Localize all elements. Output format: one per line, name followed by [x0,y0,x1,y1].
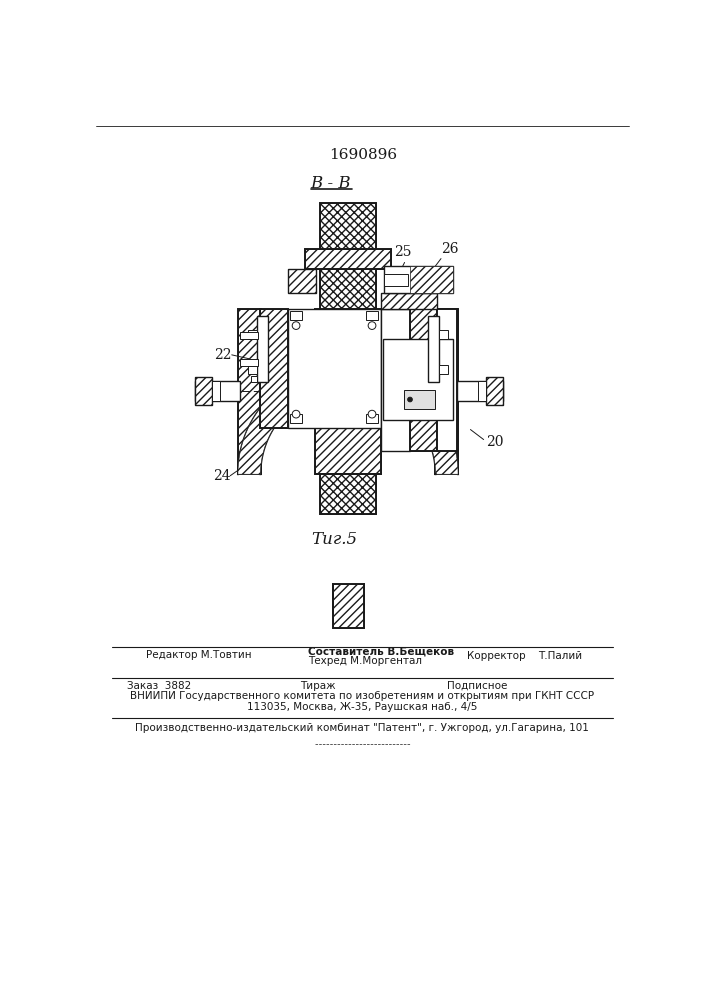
Bar [384,266,453,293]
Bar [288,269,316,293]
Text: B - B: B - B [310,175,351,192]
Bar [305,249,392,269]
Bar [212,381,220,401]
Bar [381,293,437,309]
Bar [381,293,437,309]
Text: Редактор М.Товтин: Редактор М.Товтин [146,650,252,660]
Bar [486,377,503,405]
Bar [438,365,448,374]
Bar [381,309,409,428]
Bar [381,309,409,428]
Bar [240,332,258,339]
Bar [238,309,261,474]
Text: Тираж: Тираж [300,681,336,691]
Circle shape [368,322,376,329]
Bar [320,269,376,309]
Bar [437,309,457,451]
Bar [288,309,381,428]
Text: Подписное: Подписное [448,681,508,691]
Bar [428,316,440,382]
Bar [320,474,376,514]
Bar [410,266,452,293]
Bar [260,309,288,428]
Text: 24: 24 [213,469,230,483]
Bar [288,269,316,293]
Bar [238,309,261,474]
Bar [260,309,288,428]
Text: Техред М.Моргентал: Техред М.Моргентал [308,656,421,666]
Bar [248,330,257,339]
Bar [320,203,376,249]
Text: 25: 25 [395,245,411,259]
Bar [195,381,240,401]
Bar [290,414,303,423]
Text: ВНИИПИ Государственного комитета по изобретениям и открытиям при ГКНТ СССР: ВНИИПИ Государственного комитета по изоб… [130,691,594,701]
Bar [478,381,486,401]
Bar [315,309,381,474]
Bar [248,365,257,374]
Bar [257,316,268,382]
Bar [435,309,458,474]
Bar [332,584,363,628]
Bar [381,309,410,451]
Text: 22: 22 [214,348,232,362]
Bar [366,414,378,423]
Bar [486,377,503,405]
Text: 113035, Москва, Ж-35, Раушская наб., 4/5: 113035, Москва, Ж-35, Раушская наб., 4/5 [247,702,477,712]
Bar [290,311,303,320]
Text: Τиг.5: Τиг.5 [311,531,357,548]
Bar [251,376,257,382]
Circle shape [292,322,300,329]
Bar [410,309,437,451]
Bar [383,339,452,420]
Text: Составитель В.Бещеков: Составитель В.Бещеков [308,646,454,656]
Bar [332,584,363,628]
Text: 26: 26 [441,242,459,256]
Bar [366,311,378,320]
Circle shape [408,397,412,402]
Text: Производственно-издательский комбинат "Патент", г. Ужгород, ул.Гагарина, 101: Производственно-издательский комбинат "П… [135,723,589,733]
Bar [320,203,376,249]
Bar [240,359,258,366]
Bar [315,309,381,474]
Text: 20: 20 [486,435,503,449]
Circle shape [292,410,300,418]
Polygon shape [238,365,458,474]
Bar [457,381,503,401]
Bar [410,309,437,451]
Text: Т.Палий: Т.Палий [538,651,582,661]
Bar [320,269,376,309]
Bar [195,377,212,405]
Bar [195,377,212,405]
Text: Корректор: Корректор [467,651,525,661]
Circle shape [368,410,376,418]
Bar [385,274,408,286]
Bar [320,474,376,514]
Bar [305,249,392,269]
Bar [438,330,448,339]
Bar [435,309,458,474]
Text: 1690896: 1690896 [329,148,397,162]
Text: Заказ  3882: Заказ 3882 [127,681,192,691]
Bar [404,389,435,409]
